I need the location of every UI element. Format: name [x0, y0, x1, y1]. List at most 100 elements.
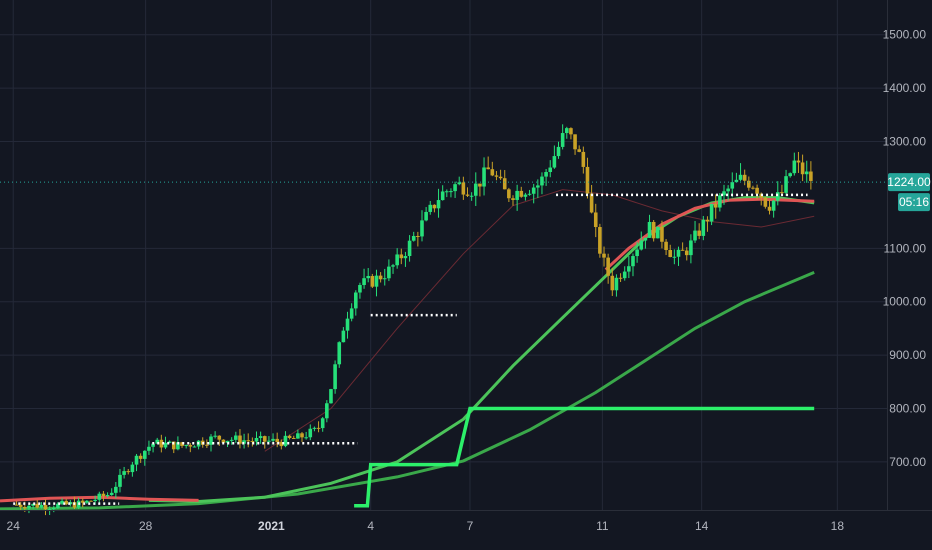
candle-body	[325, 403, 329, 419]
candle-body	[229, 439, 234, 441]
y-tick-label: 700.00	[889, 455, 926, 469]
candle-body	[780, 192, 784, 194]
candle-body	[180, 442, 184, 446]
candles	[14, 124, 813, 516]
candle-body	[614, 277, 619, 291]
candle-body	[453, 184, 457, 192]
candle-body	[407, 240, 412, 257]
y-tick-label: 800.00	[889, 402, 926, 416]
candle-body	[221, 439, 226, 443]
candle-body	[362, 278, 366, 286]
candle-body	[763, 197, 768, 207]
candle-body	[792, 160, 797, 174]
candle-body	[225, 440, 230, 443]
candle-body	[296, 433, 300, 439]
candle-body	[738, 174, 743, 180]
candle-body	[138, 455, 143, 459]
candle-body	[531, 187, 536, 194]
candle-body	[258, 436, 263, 438]
candle-body	[651, 221, 656, 239]
candle-body	[105, 495, 110, 497]
candle-body	[490, 169, 495, 176]
candle-body	[188, 445, 193, 447]
candle-body	[234, 435, 238, 440]
candle-body	[598, 227, 602, 254]
candle-body	[581, 151, 586, 167]
candle-body	[142, 450, 147, 459]
candle-body	[734, 179, 739, 183]
candle-body	[184, 445, 188, 447]
candle-body	[312, 427, 317, 429]
candle-body	[395, 254, 399, 266]
candle-body	[97, 493, 102, 500]
candle-body	[755, 187, 759, 194]
candle-body	[494, 175, 499, 177]
candle-body	[784, 176, 788, 193]
candle-body	[134, 455, 139, 465]
candle-body	[440, 191, 445, 201]
candle-body	[424, 211, 428, 221]
candle-body	[242, 440, 246, 444]
candle-body	[639, 240, 644, 250]
candle-body	[353, 292, 358, 309]
candle-body	[101, 493, 106, 497]
x-tick-label: 4	[367, 519, 374, 533]
candle-body	[457, 182, 462, 185]
candle-body	[809, 171, 813, 181]
candle-body	[163, 442, 168, 448]
candle-body	[747, 180, 751, 188]
step-line	[354, 406, 815, 508]
candle-body	[275, 438, 279, 443]
candle-body	[577, 149, 581, 152]
y-tick-label: 1000.00	[883, 295, 927, 309]
candle-body	[205, 444, 209, 446]
time-axis[interactable]: 242820214711141821	[7, 519, 932, 533]
candle-body	[109, 492, 114, 496]
y-tick-label: 1100.00	[884, 241, 927, 255]
candle-body	[300, 433, 304, 438]
candle-body	[527, 193, 532, 195]
candle-body	[329, 389, 333, 404]
x-tick-label: 2021	[258, 519, 285, 533]
candle-body	[705, 219, 710, 222]
candle-body	[718, 195, 722, 208]
candle-body	[610, 275, 615, 291]
candle-body	[114, 486, 118, 493]
candle-body	[560, 133, 565, 147]
candle-body	[701, 219, 706, 236]
candle-body	[643, 237, 648, 241]
candle-body	[664, 241, 668, 250]
candle-body	[31, 503, 35, 506]
candle-body	[519, 190, 524, 197]
candle-body	[155, 439, 160, 444]
candle-body	[796, 160, 801, 163]
candle-body	[585, 166, 590, 194]
dotted-levels	[13, 193, 808, 505]
candle-body	[478, 183, 482, 187]
last-price-label: 1224.00	[887, 175, 931, 189]
candle-body	[544, 172, 548, 177]
candle-body	[589, 193, 594, 213]
candle-body	[93, 499, 97, 502]
candle-body	[192, 446, 197, 448]
candle-body	[151, 443, 155, 447]
candle-body	[387, 266, 391, 279]
candle-body	[47, 508, 52, 510]
candle-body	[176, 442, 180, 450]
candle-body	[43, 504, 48, 510]
candle-body	[51, 508, 56, 510]
candle-body	[482, 167, 486, 187]
candle-body	[85, 500, 89, 503]
price-axis[interactable]: 1500.00 1400.00 1300.00 1100.00 1000.00 900.0…	[883, 28, 927, 469]
countdown-label: 05:16	[899, 195, 929, 209]
candle-body	[118, 474, 122, 487]
candle-body	[262, 436, 267, 442]
candle-body	[35, 503, 40, 508]
candle-body	[238, 435, 242, 444]
candle-body	[548, 167, 553, 173]
candle-body	[80, 500, 85, 503]
candle-body	[684, 250, 689, 256]
candle-body	[668, 249, 673, 257]
candle-body	[697, 230, 701, 236]
